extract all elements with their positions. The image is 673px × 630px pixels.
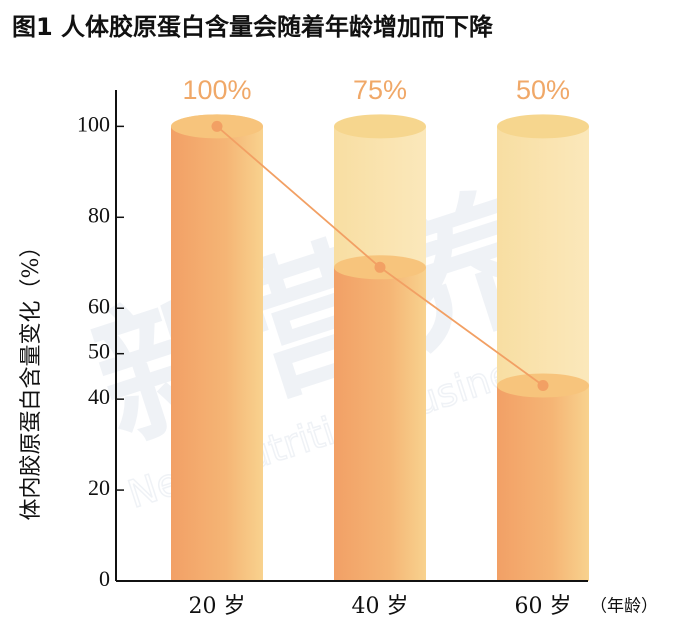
- y-tick-label: 80: [88, 202, 110, 227]
- chart-title: 图1 人体胶原蛋白含量会随着年龄增加而下降: [12, 13, 494, 41]
- annotation: 50%: [516, 75, 570, 105]
- x-tick-label: 60 岁: [515, 594, 572, 619]
- annotation: 100%: [182, 75, 251, 105]
- point: [211, 120, 223, 132]
- cylinder-back-top: [334, 114, 426, 139]
- x-tick-label: 20 岁: [189, 594, 246, 619]
- y-tick-label: 60: [88, 293, 110, 318]
- annotation: 75%: [353, 75, 407, 105]
- y-tick-label: 100: [77, 111, 110, 136]
- x-tick-label: 40 岁: [352, 594, 409, 619]
- y-tick-label: 50: [88, 339, 110, 364]
- point: [374, 261, 386, 273]
- watermark: 新营养 New Nutrition Business: [76, 168, 558, 517]
- bar: [334, 267, 426, 581]
- y-tick-label: 20: [88, 475, 110, 500]
- bar: [171, 126, 263, 582]
- y-axis-label: 体内胶原蛋白含量变化（%）: [19, 236, 44, 521]
- point: [537, 380, 549, 392]
- y-tick-label: 0: [99, 566, 110, 591]
- bar: [497, 385, 589, 581]
- y-tick-label: 40: [88, 384, 110, 409]
- x-unit: （年龄）: [590, 597, 658, 617]
- cylinder-back-top: [497, 114, 589, 139]
